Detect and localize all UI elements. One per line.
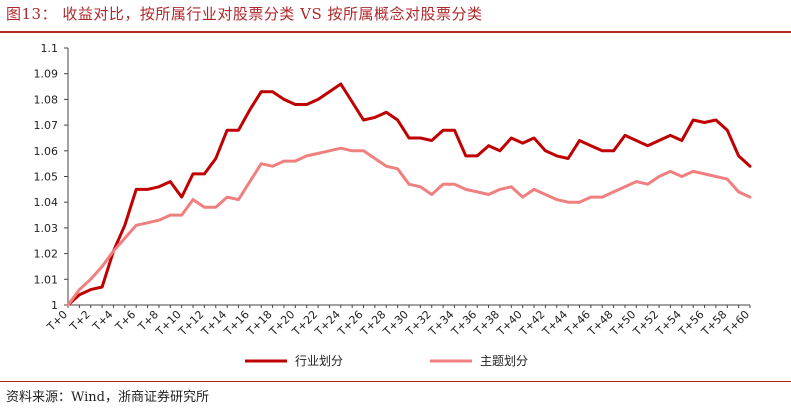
x-tick-label: T+18 xyxy=(244,308,275,339)
x-tick-label: T+14 xyxy=(198,308,229,339)
series-line-2 xyxy=(66,146,752,307)
series-layer xyxy=(66,82,752,307)
y-axis-ticks: 1 1.01 1.02 1.03 1.04 1.05 1.06 1.07 1.08 1.09 1.1 xyxy=(34,42,68,312)
x-tick-label: T+54 xyxy=(653,308,684,339)
y-tick-label: 1.02 xyxy=(34,248,59,261)
y-tick-label: 1.09 xyxy=(34,68,59,81)
x-tick-label: T+44 xyxy=(539,308,570,339)
x-tick-label: T+56 xyxy=(676,308,707,339)
x-tick-label: T+58 xyxy=(698,308,729,339)
x-tick-label: T+42 xyxy=(516,308,547,339)
x-tick-label: T+48 xyxy=(585,308,616,339)
y-tick-label: 1.07 xyxy=(34,119,59,132)
x-tick-label: T+0 xyxy=(44,308,70,334)
x-tick-label: T+30 xyxy=(380,308,411,339)
x-tick-label: T+6 xyxy=(112,308,138,334)
series-line-1 xyxy=(66,82,752,307)
x-tick-label: T+16 xyxy=(221,308,252,339)
x-tick-label: T+26 xyxy=(335,308,366,339)
x-tick-label: T+2 xyxy=(67,308,93,334)
y-tick-label: 1.06 xyxy=(34,145,59,158)
x-tick-label: T+50 xyxy=(607,308,638,339)
x-tick-label: T+38 xyxy=(471,308,502,339)
x-tick-label: T+32 xyxy=(403,308,434,339)
x-tick-label: T+24 xyxy=(312,308,343,339)
x-tick-label: T+28 xyxy=(357,308,388,339)
x-tick-label: T+4 xyxy=(89,308,115,334)
x-tick-label: T+36 xyxy=(448,308,479,339)
y-tick-label: 1.08 xyxy=(34,93,59,106)
x-tick-label: T+46 xyxy=(562,308,593,339)
y-tick-label: 1.1 xyxy=(41,42,59,55)
y-tick-label: 1.04 xyxy=(34,196,59,209)
y-tick-label: 1.03 xyxy=(34,222,59,235)
title-rule xyxy=(0,31,791,33)
x-tick-label: T+20 xyxy=(266,308,297,339)
x-tick-label: T+12 xyxy=(175,308,206,339)
x-tick-label: T+10 xyxy=(153,308,184,339)
legend-label-1: 行业划分 xyxy=(295,354,343,368)
y-tick-label: 1 xyxy=(51,299,58,312)
chart-axes xyxy=(67,48,750,306)
x-tick-label: T+60 xyxy=(721,308,752,339)
figure-title: 图13： 收益对比，按所属行业对股票分类 VS 按所属概念对股票分类 xyxy=(6,5,483,23)
source-note: 资料来源：Wind，浙商证券研究所 xyxy=(6,390,209,405)
y-tick-label: 1.01 xyxy=(34,273,59,286)
x-tick-label: T+52 xyxy=(630,308,661,339)
x-tick-label: T+34 xyxy=(426,308,457,339)
line-chart: 1 1.01 1.02 1.03 1.04 1.05 1.06 1.07 1.08 1.09 1.1… xyxy=(34,42,753,368)
chart-legend: 行业划分 主题划分 xyxy=(245,354,528,368)
x-axis-ticks: T+0T+2T+4T+6T+8T+10T+12T+14T+16T+18T+20T… xyxy=(44,305,752,339)
y-tick-label: 1.05 xyxy=(34,171,59,184)
legend-label-2: 主题划分 xyxy=(480,354,528,368)
footer-rule xyxy=(0,381,791,382)
x-tick-label: T+40 xyxy=(494,308,525,339)
x-tick-label: T+22 xyxy=(289,308,320,339)
